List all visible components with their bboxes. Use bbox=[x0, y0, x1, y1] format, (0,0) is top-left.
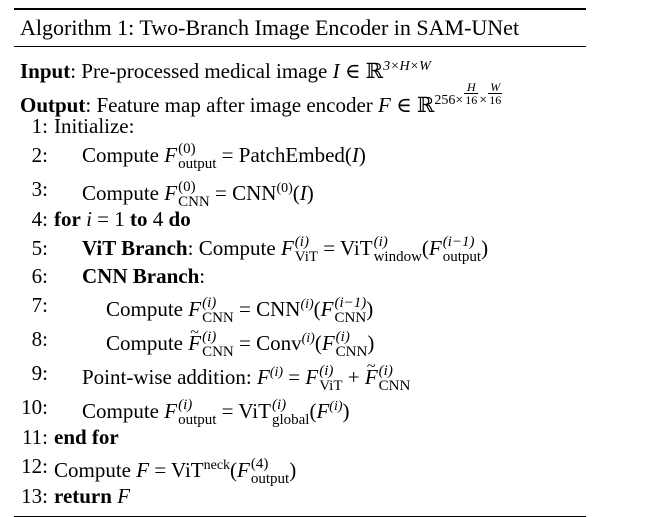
step-1: 1: Initialize: bbox=[31, 114, 135, 138]
step-2: 2: Compute F (0) output = PatchEmbed(I) bbox=[31, 141, 366, 173]
output-in: ∈ ℝ bbox=[390, 93, 435, 117]
step-11: 11: end for bbox=[21, 425, 119, 449]
input-var: I bbox=[332, 59, 340, 83]
step-9: 9: Point-wise addition: F(i) = F (i) ViT +… bbox=[14, 350, 586, 394]
input-line: Input: Pre-processed medical image I ∈ ℝ… bbox=[14, 53, 586, 83]
step-5: 5: ViT Branch: Compute F (i) ViT = ViT (i) w… bbox=[31, 234, 489, 266]
step-10: 10: Compute F (i) output = ViT (i) global (F(… bbox=[21, 395, 350, 429]
input-dims: 3×H×W bbox=[383, 59, 431, 74]
top-rule bbox=[14, 8, 586, 10]
step-6: 6: CNN Branch: bbox=[31, 264, 206, 288]
tilde-f: F bbox=[188, 316, 201, 360]
input-in: ∈ ℝ bbox=[339, 59, 384, 83]
step-7: 7: Compute F (i) CNN = CNN(i)(F (i−1) CNN) bbox=[31, 293, 374, 327]
algorithm-box: Algorithm 1: Two-Branch Image Encoder in… bbox=[14, 8, 586, 517]
output-var: F bbox=[378, 93, 391, 117]
input-text: : Pre-processed medical image bbox=[70, 59, 333, 83]
algorithm-steps: 1: Initialize: 2: Compute F (0) output = P… bbox=[14, 114, 586, 510]
output-text: : Feature map after image encoder bbox=[85, 93, 379, 117]
algorithm-title: Algorithm 1: Two-Branch Image Encoder in… bbox=[20, 15, 520, 40]
output-label: Output bbox=[20, 93, 86, 117]
output-times: × bbox=[479, 93, 488, 108]
step-12: 12: Compute F = ViTneck(F (4) output) bbox=[21, 454, 297, 488]
input-label: Input bbox=[20, 59, 71, 83]
title-rule bbox=[14, 46, 586, 47]
step-4: 4: for i = 1 to 4 do bbox=[31, 207, 191, 231]
step-8: 8: Compute F(i)CNN = Conv(i)(F(i)CNN) bbox=[14, 316, 586, 360]
output-frac-w: W 16 bbox=[488, 80, 503, 107]
output-dims-prefix: 256× bbox=[434, 93, 464, 108]
step-3: 3: Compute F (0) CNN = CNN(0)(I) bbox=[31, 177, 314, 211]
tilde-f-2: F bbox=[365, 350, 378, 394]
step-13: 13: return F bbox=[21, 484, 131, 508]
output-line: Output: Feature map after image encoder … bbox=[14, 80, 586, 117]
output-frac-h: H 16 bbox=[464, 80, 479, 107]
